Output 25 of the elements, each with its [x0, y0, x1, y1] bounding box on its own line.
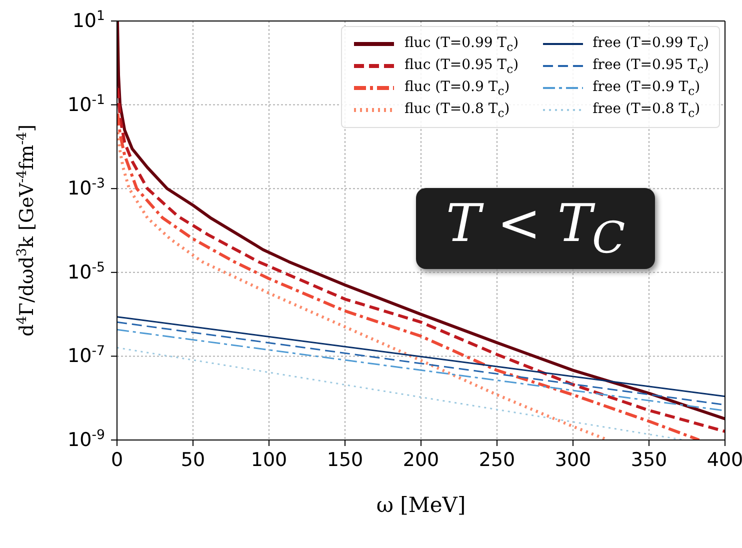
y-tick-label: 10$^{-3}$ — [68, 176, 105, 200]
legend-label: fluc (T=0.95 T$_{c}$) — [404, 56, 519, 76]
legend-label: fluc (T=0.9 T$_{c}$) — [404, 78, 510, 98]
x-tick-label: 150 — [326, 449, 364, 471]
y-tick-label: 10$^{-1}$ — [68, 92, 105, 116]
legend-label: free (T=0.95 T$_{c}$) — [592, 56, 709, 76]
x-tick-label: 350 — [630, 449, 668, 471]
legend-label: fluc (T=0.8 T$_{c}$) — [404, 100, 510, 120]
x-tick-label: 250 — [478, 449, 516, 471]
x-tick-label: 400 — [706, 449, 742, 471]
legend-label: fluc (T=0.99 T$_{c}$) — [404, 34, 519, 54]
x-tick-label: 200 — [402, 449, 440, 471]
y-tick-label: 10$^{-5}$ — [68, 260, 105, 284]
y-tick-label: 10$^{1}$ — [72, 8, 105, 32]
y-tick-label: 10$^{-9}$ — [68, 428, 105, 451]
legend-label: free (T=0.8 T$_{c}$) — [592, 100, 700, 120]
x-tick-label: 300 — [554, 449, 592, 471]
x-tick-label: 0 — [110, 449, 124, 471]
x-tick-label: 100 — [250, 449, 288, 471]
y-tick-label: 10$^{-7}$ — [68, 344, 105, 368]
legend-label: free (T=0.99 T$_{c}$) — [592, 34, 709, 54]
x-axis-title: ω [MeV] — [376, 493, 466, 517]
x-tick-label: 50 — [180, 449, 206, 471]
legend-label: free (T=0.9 T$_{c}$) — [592, 78, 700, 98]
annotation: T < T$_{C}$ — [416, 188, 656, 270]
